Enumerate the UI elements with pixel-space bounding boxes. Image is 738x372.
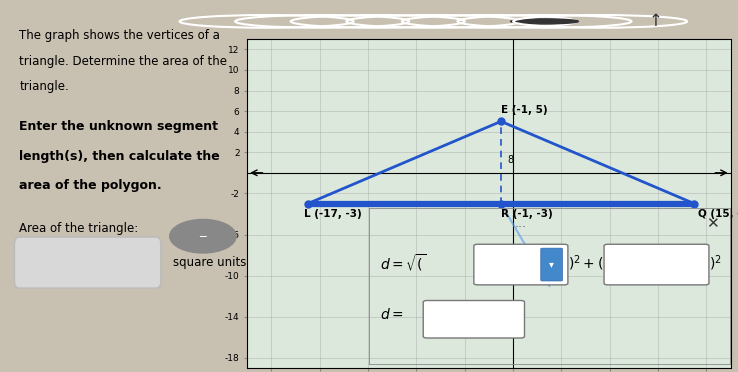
FancyBboxPatch shape bbox=[15, 237, 161, 288]
Text: $)^2$: $)^2$ bbox=[709, 253, 722, 273]
FancyBboxPatch shape bbox=[424, 301, 525, 338]
Text: L (-17, -3): L (-17, -3) bbox=[304, 209, 362, 219]
Text: $d =$: $d =$ bbox=[380, 307, 404, 322]
Text: triangle. Determine the area of the: triangle. Determine the area of the bbox=[19, 55, 227, 68]
Text: ...: ... bbox=[515, 218, 527, 230]
Text: square units: square units bbox=[173, 256, 246, 269]
Text: E (-1, 5): E (-1, 5) bbox=[501, 105, 548, 115]
Text: Area of the triangle:: Area of the triangle: bbox=[19, 222, 139, 235]
Text: triangle.: triangle. bbox=[19, 80, 69, 93]
Text: R (-1, -3): R (-1, -3) bbox=[501, 209, 553, 219]
Text: Enter the unknown segment: Enter the unknown segment bbox=[19, 121, 218, 134]
Text: ─: ─ bbox=[199, 231, 207, 241]
FancyBboxPatch shape bbox=[604, 244, 709, 285]
Text: length(s), then calculate the: length(s), then calculate the bbox=[19, 150, 220, 163]
FancyBboxPatch shape bbox=[541, 248, 562, 281]
Text: 8: 8 bbox=[507, 155, 513, 166]
FancyBboxPatch shape bbox=[474, 244, 568, 285]
Text: $)^2+($: $)^2+($ bbox=[568, 253, 604, 273]
Circle shape bbox=[511, 19, 579, 24]
Text: area of the polygon.: area of the polygon. bbox=[19, 179, 162, 192]
Text: ✕: ✕ bbox=[706, 217, 719, 231]
Text: The graph shows the vertices of a: The graph shows the vertices of a bbox=[19, 29, 220, 42]
Text: Q (15, -3): Q (15, -3) bbox=[698, 209, 738, 219]
Text: ↑: ↑ bbox=[649, 12, 663, 31]
Text: ▾: ▾ bbox=[549, 260, 554, 270]
Text: $d = \sqrt{(}$: $d = \sqrt{(}$ bbox=[380, 253, 426, 273]
